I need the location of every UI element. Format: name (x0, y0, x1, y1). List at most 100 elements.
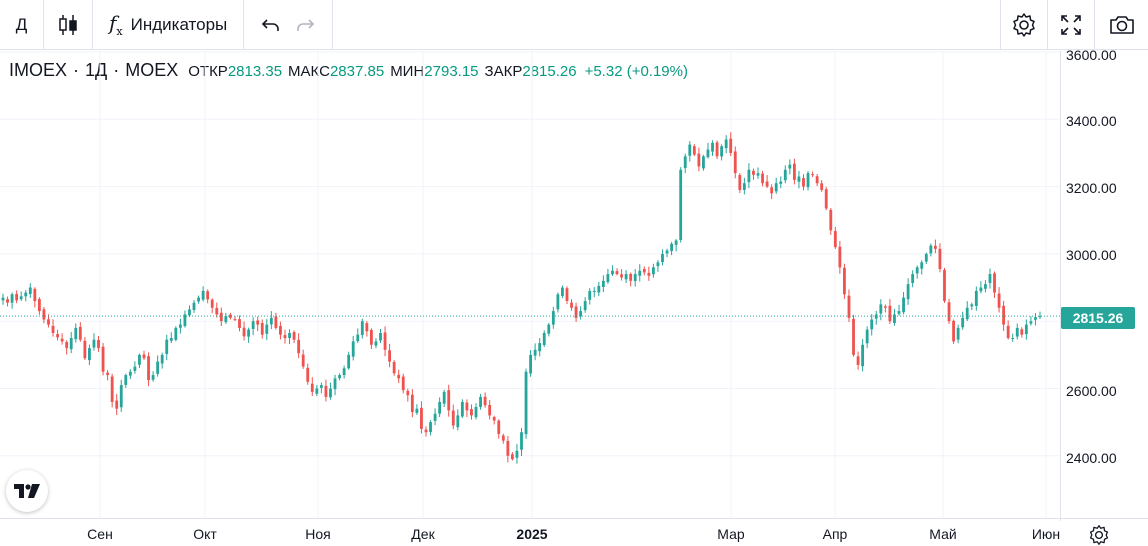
candle-up (351, 341, 355, 357)
candle-down (492, 417, 496, 421)
candle-up (747, 169, 751, 183)
candle-up (797, 176, 801, 182)
candle-down (615, 271, 619, 275)
candle-down (829, 209, 833, 231)
time-label: Дек (411, 526, 435, 542)
candle-down (792, 163, 796, 180)
candle-up (1038, 316, 1042, 318)
candle-down (820, 183, 824, 190)
tradingview-logo[interactable] (6, 470, 48, 512)
candle-down (383, 332, 387, 350)
candle-up (861, 344, 865, 367)
candle-down (856, 356, 860, 365)
legend-close: ЗАКР2815.26 (485, 63, 583, 80)
candle-down (15, 293, 19, 301)
screenshot-button[interactable] (1094, 0, 1148, 50)
candle-down (56, 334, 59, 338)
candle-up (456, 415, 460, 428)
candle-down (233, 319, 237, 321)
fullscreen-button[interactable] (1047, 0, 1094, 50)
candle-up (561, 287, 564, 296)
candle-down (301, 354, 305, 367)
candle-down (142, 354, 146, 359)
legend-open-label: ОТКР (188, 63, 228, 80)
indicators-button[interactable]: fx Индикаторы (93, 0, 245, 50)
candle-up (192, 302, 196, 311)
legend-close-value: 2815.26 (522, 63, 577, 80)
candle-up (920, 262, 924, 269)
candle-down (397, 374, 401, 379)
redo-button[interactable] (292, 10, 318, 40)
candle-down (283, 335, 287, 339)
price-label: 3400.00 (1066, 113, 1117, 129)
candle-up (720, 146, 724, 157)
candle-down (229, 314, 232, 318)
chart-type-button[interactable] (44, 0, 93, 50)
undo-button[interactable] (258, 10, 284, 40)
candle-up (74, 327, 78, 340)
interval-button[interactable]: Д (0, 0, 44, 50)
legend-symbol[interactable]: IMOEX (9, 60, 68, 80)
candle-up (438, 401, 442, 414)
candle-up (929, 245, 933, 254)
candle-down (47, 319, 50, 325)
settings-button[interactable] (1000, 0, 1047, 50)
candle-up (415, 408, 419, 413)
fullscreen-icon (1061, 15, 1081, 35)
camera-icon (1109, 16, 1134, 34)
candle-down (410, 394, 414, 413)
candle-up (679, 169, 683, 240)
price-chart[interactable] (0, 51, 1148, 521)
candle-down (833, 231, 837, 248)
candle-up (956, 327, 960, 340)
candle-down (738, 175, 742, 190)
candle-down (570, 302, 573, 308)
candle-up (433, 413, 437, 421)
candle-up (979, 287, 983, 292)
candle-down (242, 327, 246, 337)
legend-low-label: МИН (390, 63, 425, 80)
candle-up (984, 284, 987, 289)
indicators-label: Индикаторы (130, 15, 228, 34)
time-label: Ноя (305, 526, 331, 542)
candle-up (360, 321, 364, 336)
candle-down (365, 323, 369, 332)
candle-up (670, 243, 674, 252)
candle-up (315, 388, 319, 394)
candle-down (297, 339, 301, 354)
candle-down (306, 367, 310, 382)
candle-up (893, 314, 896, 323)
candle-up (711, 142, 714, 152)
candle-up (28, 287, 32, 294)
candle-up (651, 267, 655, 275)
candle-down (947, 302, 951, 322)
candle-up (897, 311, 901, 314)
candle-up (583, 301, 587, 311)
candle-down (997, 293, 1001, 308)
candle-up (806, 173, 810, 188)
candle-down (483, 396, 487, 406)
candle-up (665, 250, 669, 254)
candle-down (51, 325, 55, 333)
candle-up (265, 324, 269, 334)
candle-up (342, 368, 346, 376)
time-label: Апр (822, 526, 848, 542)
candle-down (765, 181, 769, 187)
candle-up (783, 169, 787, 181)
price-label: 3200.00 (1066, 180, 1117, 196)
candle-down (60, 338, 64, 342)
candle-up (1011, 338, 1015, 340)
candle-up (19, 296, 23, 300)
candle-down (733, 151, 737, 174)
top-toolbar: Д fx Индикаторы (0, 0, 1148, 50)
candle-down (65, 341, 69, 349)
candle-up (319, 385, 323, 388)
undo-redo-group (244, 0, 334, 49)
candle-up (247, 329, 251, 337)
candle-up (965, 307, 969, 320)
candle-up (201, 290, 205, 300)
chart-settings-gear-icon[interactable] (1088, 524, 1110, 546)
candle-down (574, 306, 578, 318)
candle-down (406, 390, 410, 396)
candle-up (174, 327, 178, 340)
